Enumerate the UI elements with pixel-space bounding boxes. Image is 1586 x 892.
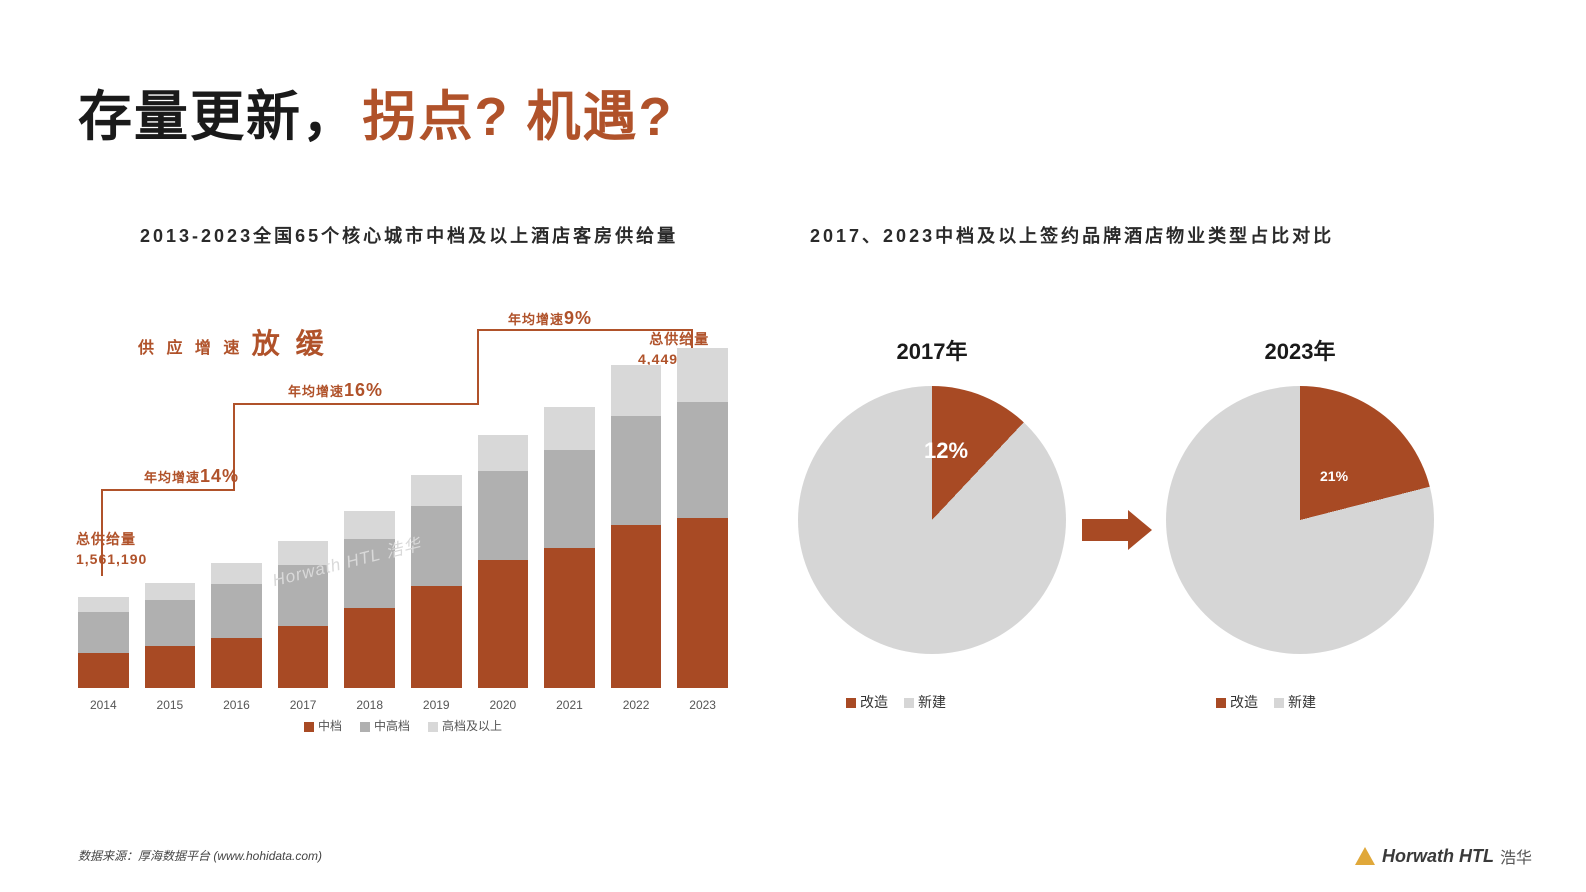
bar-column: 2016: [211, 348, 262, 688]
bar-seg-mid: [611, 525, 662, 688]
bar-seg-midhigh: [344, 539, 395, 608]
pie-area: 2017年 12% 2023年 21% 改造新建 改造新建: [780, 320, 1520, 750]
bar-column: 2022: [611, 348, 662, 688]
bar-column: 2019: [411, 348, 462, 688]
bar-column: 2020: [478, 348, 529, 688]
legend-item: 中高档: [360, 717, 410, 734]
bar-column: 2021: [544, 348, 595, 688]
legend-item: 高档及以上: [428, 717, 502, 734]
bar-column: 2017: [278, 348, 329, 688]
pie-legend-1: 改造新建: [1216, 692, 1316, 712]
bar-seg-high: [611, 365, 662, 415]
bar-chart-legend: 中档 中高档 高档及以上: [78, 717, 728, 734]
bar-seg-mid: [411, 586, 462, 688]
pie-title-1: 2023年: [1220, 334, 1380, 366]
bar-x-label: 2020: [478, 698, 529, 712]
arrow-icon: [1082, 510, 1152, 550]
bar-seg-midhigh: [78, 612, 129, 654]
bar-seg-high: [344, 511, 395, 539]
page-title: 存量更新， 拐点? 机遇?: [78, 72, 673, 151]
bar-seg-midhigh: [677, 402, 728, 518]
legend-item: 新建: [1274, 692, 1316, 712]
bar-x-label: 2014: [78, 698, 129, 712]
bar-x-label: 2016: [211, 698, 262, 712]
title-part1: 存量更新，: [78, 87, 358, 147]
brand-cn: 浩华: [1500, 844, 1532, 868]
bar-seg-mid: [78, 653, 129, 688]
legend-swatch: [1274, 698, 1284, 708]
pie-2023: [1166, 386, 1434, 654]
bar-x-label: 2015: [145, 698, 196, 712]
bar-seg-midhigh: [278, 565, 329, 626]
bar-seg-mid: [544, 548, 595, 689]
legend-item: 中档: [304, 717, 342, 734]
legend-swatch: [1216, 698, 1226, 708]
bar-x-label: 2019: [411, 698, 462, 712]
bar-seg-midhigh: [478, 471, 529, 559]
brand-logo: Horwath HTL 浩华: [1354, 844, 1532, 868]
bar-x-label: 2017: [278, 698, 329, 712]
bar-x-label: 2021: [544, 698, 595, 712]
supply-end-label: 总供给量: [638, 330, 709, 350]
bar-x-label: 2018: [344, 698, 395, 712]
pie-title-0: 2017年: [852, 334, 1012, 366]
bar-seg-midhigh: [544, 450, 595, 547]
brand-name: Horwath HTL: [1382, 846, 1494, 867]
bar-seg-midhigh: [145, 600, 196, 646]
bar-seg-high: [544, 407, 595, 450]
legend-swatch: [428, 722, 438, 732]
brand-triangle-icon: [1354, 845, 1376, 867]
legend-item: 改造: [846, 692, 888, 712]
legend-swatch: [904, 698, 914, 708]
bars-area: 2014 2015 2016 2017 2018 2019 2020 2021 2022 2023: [78, 348, 728, 688]
legend-swatch: [846, 698, 856, 708]
bar-seg-mid: [211, 638, 262, 688]
bar-seg-midhigh: [211, 584, 262, 638]
pie-legend-0: 改造新建: [846, 692, 946, 712]
pie-section-title: 2017、2023中档及以上签约品牌酒店物业类型占比对比: [810, 222, 1334, 248]
rate-label-2: 年均增速9%: [508, 308, 592, 329]
bar-x-label: 2022: [611, 698, 662, 712]
bar-seg-mid: [478, 560, 529, 688]
bar-seg-mid: [278, 626, 329, 688]
bar-chart-title: 2013-2023全国65个核心城市中档及以上酒店客房供给量: [140, 222, 678, 248]
bar-seg-midhigh: [611, 416, 662, 525]
bar-seg-high: [478, 435, 529, 471]
bar-column: 2014: [78, 348, 129, 688]
legend-item: 新建: [904, 692, 946, 712]
bar-seg-high: [78, 597, 129, 612]
pie-2017-label: 12%: [924, 438, 968, 464]
bar-seg-high: [677, 348, 728, 402]
bar-chart: 供 应 增 速 放 缓 总供给量 1,561,190 总供给量 4,449,76…: [78, 280, 728, 740]
bar-column: 2015: [145, 348, 196, 688]
legend-swatch: [360, 722, 370, 732]
bar-seg-mid: [677, 518, 728, 688]
bar-column: 2018: [344, 348, 395, 688]
bar-seg-high: [211, 563, 262, 584]
bar-seg-high: [278, 541, 329, 565]
bar-seg-high: [411, 475, 462, 506]
bar-seg-mid: [344, 608, 395, 688]
bar-column: 2023: [677, 348, 728, 688]
data-source: 数据来源：厚海数据平台 (www.hohidata.com): [78, 847, 322, 864]
bar-seg-midhigh: [411, 506, 462, 586]
legend-item: 改造: [1216, 692, 1258, 712]
title-part2: 拐点? 机遇?: [362, 87, 673, 147]
pie-2023-label: 21%: [1320, 468, 1348, 484]
pie-2017: [798, 386, 1066, 654]
bar-x-label: 2023: [677, 698, 728, 712]
bar-seg-high: [145, 583, 196, 600]
bar-seg-mid: [145, 646, 196, 688]
legend-swatch: [304, 722, 314, 732]
